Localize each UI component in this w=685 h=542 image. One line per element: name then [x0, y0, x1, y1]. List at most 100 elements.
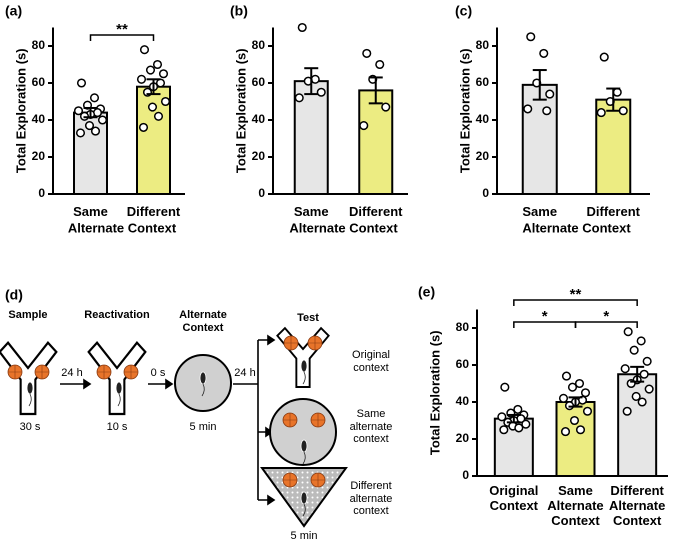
- y-tick-label: 20: [456, 431, 470, 445]
- data-point: [381, 102, 391, 112]
- data-point: [497, 412, 507, 422]
- data-point: [84, 121, 95, 131]
- data-point: [152, 59, 163, 70]
- object: [123, 364, 139, 380]
- stage-label: Test: [297, 312, 319, 324]
- context-label: Same alternate context: [349, 408, 393, 446]
- stage-label: Sample: [8, 309, 47, 321]
- data-point: [499, 425, 509, 435]
- data-point: [637, 397, 647, 407]
- panel-label: (a): [5, 3, 22, 19]
- x-tick-label: Different: [586, 204, 640, 219]
- object: [310, 472, 326, 488]
- x-tick-label: Same: [73, 204, 108, 219]
- significance-bracket: [89, 34, 155, 41]
- data-point: [514, 423, 524, 433]
- x-axis-label: Alternate Context: [68, 220, 177, 235]
- data-point: [500, 382, 510, 392]
- duration: 10 s: [107, 421, 128, 433]
- x-tick-label: Original Context: [489, 483, 539, 513]
- data-point: [580, 388, 591, 398]
- interval: 24 h: [61, 367, 82, 379]
- bar: [521, 83, 558, 195]
- data-point: [545, 89, 555, 99]
- data-point: [76, 78, 87, 88]
- object: [283, 335, 299, 351]
- x-tick-label: Same Alternate Context: [547, 483, 604, 528]
- object: [310, 412, 326, 428]
- y-tick-label: 60: [456, 357, 470, 371]
- data-point: [561, 371, 572, 381]
- data-point: [362, 48, 372, 58]
- y-tick-label: 40: [32, 112, 46, 126]
- reactivation-maze: [87, 341, 147, 416]
- data-point: [582, 406, 593, 416]
- significance-label: **: [570, 286, 582, 303]
- interval: 0 s: [151, 367, 166, 379]
- y-tick-label: 60: [476, 75, 490, 89]
- significance-label: **: [116, 21, 128, 38]
- duration: 5 min: [291, 530, 318, 542]
- duration: 30 s: [20, 421, 41, 433]
- data-point: [513, 404, 523, 414]
- x-tick-label: Different: [349, 204, 403, 219]
- object: [96, 364, 112, 380]
- data-point: [147, 102, 158, 112]
- data-point: [294, 93, 304, 103]
- object: [282, 472, 298, 488]
- data-point: [90, 126, 101, 136]
- panel-label: (e): [418, 284, 435, 300]
- data-point: [596, 108, 606, 118]
- y-tick-label: 40: [252, 112, 266, 126]
- test-maze: [276, 327, 330, 388]
- data-point: [75, 128, 86, 138]
- data-point: [139, 45, 150, 55]
- data-point: [636, 336, 646, 346]
- data-point: [644, 384, 654, 394]
- y-tick-label: 0: [462, 468, 469, 482]
- interval: 24 h: [234, 367, 255, 379]
- y-tick-label: 20: [252, 149, 266, 163]
- y-tick-label: 40: [476, 112, 490, 126]
- y-tick-label: 80: [476, 38, 490, 52]
- y-tick-label: 0: [38, 186, 45, 200]
- y-tick-label: 20: [32, 149, 46, 163]
- data-point: [569, 415, 580, 426]
- y-tick-label: 0: [258, 186, 265, 200]
- panel-label: (c): [455, 3, 472, 19]
- y-tick-label: 80: [252, 38, 266, 52]
- panel-label: (b): [230, 3, 248, 19]
- y-tick-label: 60: [252, 75, 266, 89]
- significance-label: *: [603, 308, 609, 325]
- x-axis-label: Alternate Context: [522, 220, 631, 235]
- data-point: [618, 106, 628, 116]
- data-point: [574, 378, 585, 389]
- data-point: [316, 87, 326, 97]
- data-point: [521, 419, 531, 429]
- data-point: [73, 106, 84, 116]
- duration: 5 min: [190, 421, 217, 433]
- data-point: [575, 425, 586, 435]
- data-point: [523, 104, 533, 114]
- significance-bracket: [513, 299, 638, 306]
- data-point: [558, 393, 569, 403]
- panel-label: (d): [5, 287, 23, 303]
- object: [307, 335, 323, 351]
- stage-label: Reactivation: [84, 309, 150, 321]
- data-point: [542, 106, 552, 116]
- x-tick-label: Different Alternate Context: [608, 483, 666, 528]
- object: [34, 364, 50, 380]
- object: [282, 412, 298, 428]
- data-point: [359, 121, 369, 131]
- data-point: [136, 74, 147, 84]
- significance-bracket: [574, 321, 638, 328]
- data-point: [631, 391, 641, 402]
- data-point: [629, 345, 639, 355]
- data-point: [145, 65, 156, 75]
- x-tick-label: Same: [522, 204, 558, 219]
- y-tick-label: 40: [456, 394, 470, 408]
- x-tick-label: Different: [126, 204, 181, 219]
- data-point: [89, 93, 100, 103]
- y-axis-label: Total Exploration (s): [13, 48, 28, 173]
